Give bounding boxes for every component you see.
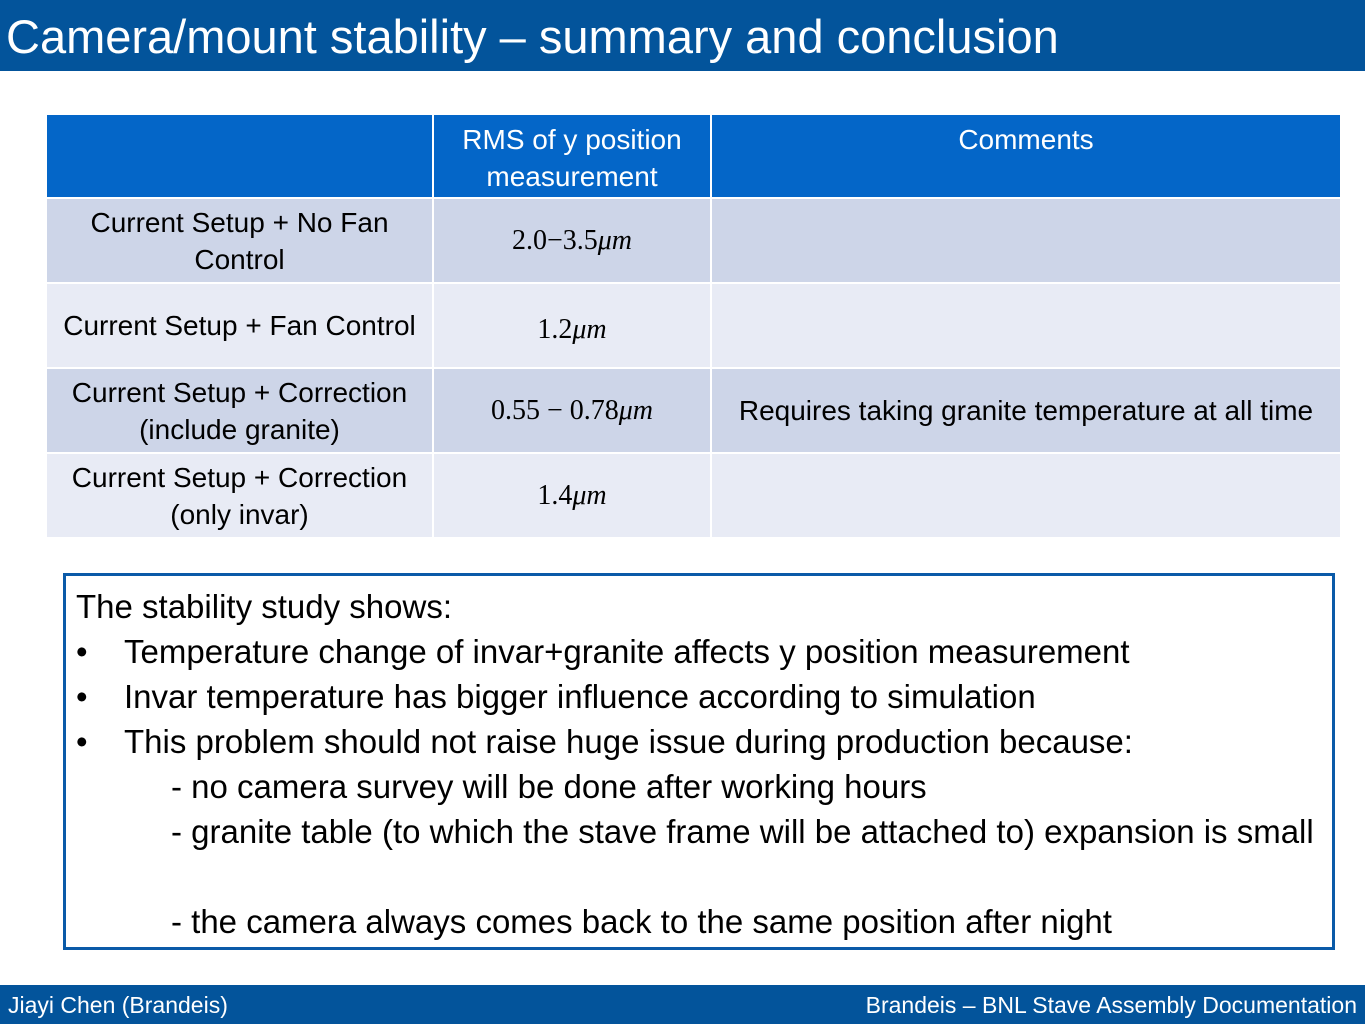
bullet-text: Temperature change of invar+granite affe… (124, 633, 1130, 670)
conclusion-box: The stability study shows: • Temperature … (63, 573, 1335, 950)
setup-cell: Current Setup + Correction (only invar) (45, 452, 434, 539)
sub-item: - the camera always comes back to the sa… (171, 903, 1112, 940)
sub-item: - granite table (to which the stave fram… (171, 813, 1314, 850)
slide-title: Camera/mount stability – summary and con… (6, 10, 1059, 63)
rms-unit: μm (572, 314, 607, 345)
setup-cell: Current Setup + Correction (include gran… (45, 367, 434, 454)
rms-value: 2.0−3.5 (511, 225, 598, 256)
table-row: Current Setup + Correction (only invar) … (45, 452, 1342, 539)
rms-value: 0.55 − 0.78 (490, 395, 619, 426)
rms-cell: 0.55 − 0.78μm (432, 367, 712, 454)
rms-unit: μm (572, 480, 607, 511)
bullet-item: • Temperature change of invar+granite aff… (76, 629, 1130, 674)
table-row: Current Setup + Fan Control 1.2μm (45, 282, 1342, 369)
bullet-icon: • (76, 678, 88, 715)
sub-item: - no camera survey will be done after wo… (171, 768, 927, 805)
bullet-item: • Invar temperature has bigger influence … (76, 674, 1036, 719)
title-bar: Camera/mount stability – summary and con… (0, 0, 1365, 71)
rms-cell: 2.0−3.5μm (432, 197, 712, 284)
header-comments: Comments (710, 113, 1342, 199)
setup-cell: Current Setup + Fan Control (45, 282, 434, 369)
bullet-item: • This problem should not raise huge issu… (76, 719, 1133, 764)
footer-bar: Jiayi Chen (Brandeis) Brandeis – BNL Sta… (0, 985, 1365, 1024)
bullet-icon: • (76, 723, 88, 760)
header-setup (45, 113, 434, 199)
rms-unit: μm (618, 395, 654, 426)
summary-table: RMS of y position measurement Comments C… (45, 113, 1342, 539)
comment-cell (710, 452, 1342, 539)
setup-cell: Current Setup + No Fan Control (45, 197, 434, 284)
comment-cell (710, 197, 1342, 284)
rms-cell: 1.2μm (432, 282, 712, 369)
footer-author: Jiayi Chen (Brandeis) (8, 992, 228, 1018)
header-rms: RMS of y position measurement (432, 113, 712, 199)
footer-project: Brandeis – BNL Stave Assembly Documentat… (865, 992, 1357, 1018)
comment-cell (710, 282, 1342, 369)
bullet-text: This problem should not raise huge issue… (124, 723, 1133, 760)
table-header-row: RMS of y position measurement Comments (45, 113, 1342, 199)
bullet-icon: • (76, 633, 88, 670)
table-row: Current Setup + No Fan Control 2.0−3.5μm (45, 197, 1342, 284)
rms-value: 1.4 (537, 480, 573, 511)
bullet-text: Invar temperature has bigger influence a… (124, 678, 1036, 715)
rms-value: 1.2 (537, 314, 573, 345)
comment-cell: Requires taking granite temperature at a… (710, 367, 1342, 454)
table-row: Current Setup + Correction (include gran… (45, 367, 1342, 454)
rms-unit: μm (597, 225, 633, 256)
rms-cell: 1.4μm (432, 452, 712, 539)
conclusion-intro: The stability study shows: (76, 588, 452, 625)
